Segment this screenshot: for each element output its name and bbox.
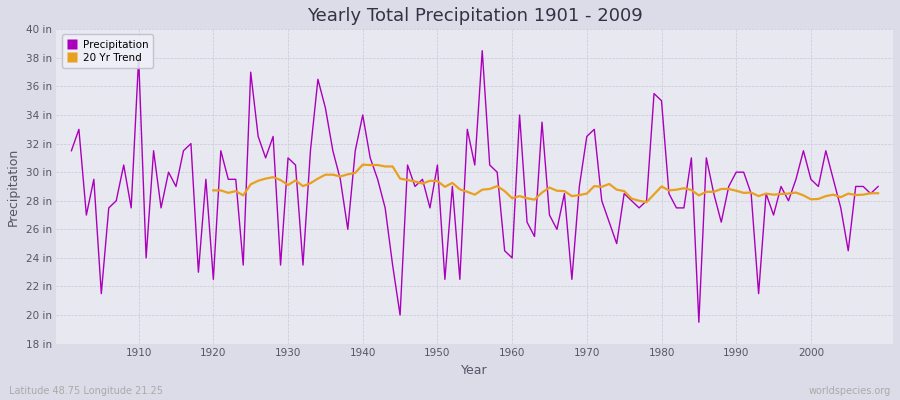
Y-axis label: Precipitation: Precipitation: [7, 147, 20, 226]
Legend: Precipitation, 20 Yr Trend: Precipitation, 20 Yr Trend: [62, 34, 153, 68]
X-axis label: Year: Year: [462, 364, 488, 377]
Text: worldspecies.org: worldspecies.org: [809, 386, 891, 396]
Title: Yearly Total Precipitation 1901 - 2009: Yearly Total Precipitation 1901 - 2009: [307, 7, 643, 25]
Text: Latitude 48.75 Longitude 21.25: Latitude 48.75 Longitude 21.25: [9, 386, 163, 396]
